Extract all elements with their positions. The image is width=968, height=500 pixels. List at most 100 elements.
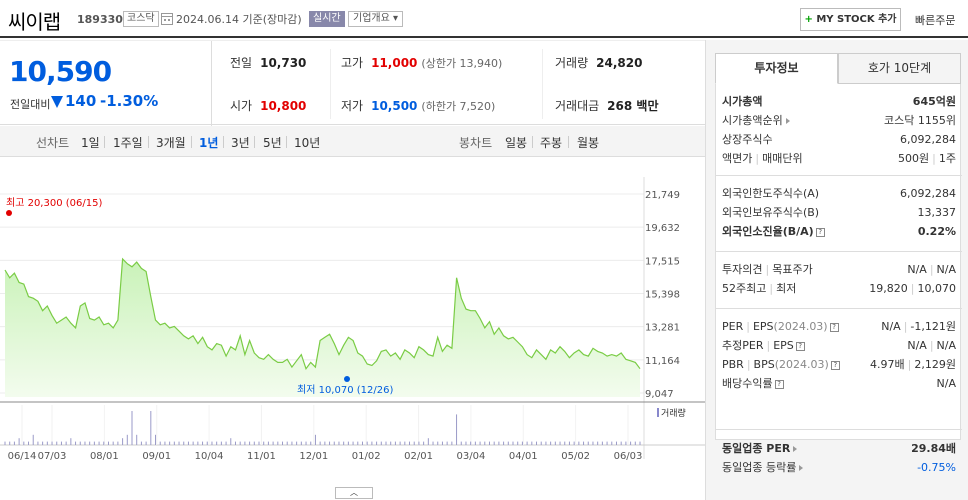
change-value: 140 [65, 92, 97, 110]
tab-divider [532, 136, 533, 148]
high-price: 고가 11,000 (상한가 13,940) [341, 54, 502, 71]
volume-bar [37, 441, 39, 445]
divider [542, 49, 543, 119]
candle-chart-label[interactable]: 봉차트 [459, 136, 493, 150]
volume-bar [258, 441, 260, 445]
volume-bar [333, 441, 335, 445]
volume-bar [107, 441, 109, 445]
volume-bar [46, 441, 48, 445]
volume-bar [216, 441, 218, 445]
volume-bar [479, 441, 481, 445]
volume-bar [568, 441, 570, 445]
volume-bar [465, 441, 467, 445]
volume-bar [376, 441, 378, 445]
help-icon[interactable]: ? [829, 322, 839, 332]
tab-5y[interactable]: 5년 [263, 136, 282, 150]
industry-per-label[interactable]: 동일업종 PER [722, 440, 798, 458]
y-tick-label: 19,632 [645, 223, 680, 234]
market-cap-row: 시가총액 645억원 [722, 93, 956, 111]
volume-bar [122, 438, 124, 445]
collapse-chart-button[interactable]: ︿ [335, 487, 373, 499]
volume-bar [296, 441, 298, 445]
tab-divider [191, 136, 192, 148]
tab-daily[interactable]: 일봉 [505, 136, 528, 150]
volume-bar [32, 434, 34, 445]
volume-bar [249, 441, 251, 445]
high-point-marker [6, 210, 12, 216]
market-cap-value: 645억원 [912, 95, 956, 108]
help-icon[interactable]: ? [815, 227, 825, 237]
tab-orderbook[interactable]: 호가 10단계 [838, 53, 961, 84]
chart-grid [0, 177, 705, 459]
tab-3m[interactable]: 3개월 [156, 136, 186, 150]
volume-bar [418, 441, 420, 445]
low-point-marker [344, 376, 350, 382]
volume-bar [347, 441, 349, 445]
volume-bar [136, 434, 138, 445]
volume-bar [211, 441, 213, 445]
opinion-label: 투자의견 | 목표주가 [722, 263, 813, 276]
help-icon[interactable]: ? [830, 360, 840, 370]
volume-bar [615, 441, 617, 445]
lower-limit: (하한가 7,520) [421, 100, 496, 113]
tab-divider [568, 136, 569, 148]
tab-10y[interactable]: 10년 [294, 136, 321, 150]
volume-bar [507, 441, 509, 445]
stock-header: 씨이랩 189330 코스닥 2024.06.14 기준(장마감) 실시간 기업… [0, 0, 968, 38]
foreign-hold-value: 13,337 [917, 206, 957, 219]
help-icon[interactable]: ? [795, 341, 805, 351]
price-chart[interactable]: 21,749 19,632 17,515 15,398 13,281 11,164 9,04… [0, 157, 705, 487]
volume-bar [164, 441, 166, 445]
price-line [4, 257, 641, 370]
tab-1w[interactable]: 1주일 [113, 136, 143, 150]
volume-bar [512, 441, 514, 445]
volume-bar [639, 441, 641, 445]
volume-bar [75, 441, 77, 445]
per-row: PER | EPS(2024.03)? N/A | -1,121원 [722, 318, 956, 336]
stock-code: 189330 [77, 13, 123, 26]
change-label: 전일대비 [10, 98, 51, 111]
tab-1d[interactable]: 1일 [81, 136, 100, 150]
est-per-row: 추정PER | EPS? N/A | N/A [722, 337, 956, 355]
tab-weekly[interactable]: 주봉 [540, 136, 563, 150]
volume-bar [277, 441, 279, 445]
opinion-value: N/A | N/A [907, 263, 956, 276]
volume-bar [437, 441, 439, 445]
market-cap-label: 시가총액 [722, 95, 763, 108]
volume-bar [291, 441, 293, 445]
opinion-section: 투자의견 | 목표주가 N/A | N/A 52주최고 | 최저 19,820 | 10,070 [716, 252, 962, 309]
divider [330, 49, 331, 119]
volume: 거래량 24,820 [555, 54, 642, 71]
volume-bar [98, 441, 100, 445]
foreign-rate-value: 0.22% [917, 225, 956, 238]
x-tick-label: 09/01 [142, 451, 171, 462]
tab-3y[interactable]: 3년 [231, 136, 250, 150]
volume-bar [521, 441, 523, 445]
volume-bar [150, 411, 152, 445]
line-chart-label[interactable]: 선차트 [36, 136, 70, 150]
volume-legend-swatch [657, 408, 659, 417]
volume-bar [564, 441, 566, 445]
quick-order-button[interactable]: 빠른주문 [915, 14, 956, 27]
volume-bar [310, 441, 312, 445]
my-stock-add-button[interactable]: + MY STOCK 추가 [800, 8, 901, 31]
help-icon[interactable]: ? [774, 379, 784, 389]
volume-bar [583, 441, 585, 445]
prev-close-label: 전일 [230, 56, 253, 70]
investment-info-body: 시가총액 645억원 시가총액순위 코스닥 1155위 상장주식수 6,092,284… [715, 84, 962, 474]
foreign-limit-label: 외국인한도주식수(A) [722, 187, 820, 200]
realtime-button[interactable]: 실시간 [309, 11, 345, 27]
tab-monthly[interactable]: 월봉 [577, 136, 600, 150]
volume-bar [126, 434, 128, 445]
shares-row: 상장주식수 6,092,284 [722, 131, 956, 149]
high-annotation: 최고 20,300 (06/15) [6, 197, 102, 209]
tab-investment-info[interactable]: 투자정보 [715, 53, 838, 84]
volume-bar [554, 441, 556, 445]
prev-close-value: 10,730 [260, 56, 307, 70]
tab-1y[interactable]: 1년 [199, 136, 219, 150]
volume-bar [550, 441, 552, 445]
company-overview-button[interactable]: 기업개요 ▾ [348, 11, 404, 27]
industry-rate-label[interactable]: 동일업종 등락률 [722, 459, 804, 477]
volume-bar [225, 441, 227, 445]
market-cap-rank-label[interactable]: 시가총액순위 [722, 112, 790, 130]
